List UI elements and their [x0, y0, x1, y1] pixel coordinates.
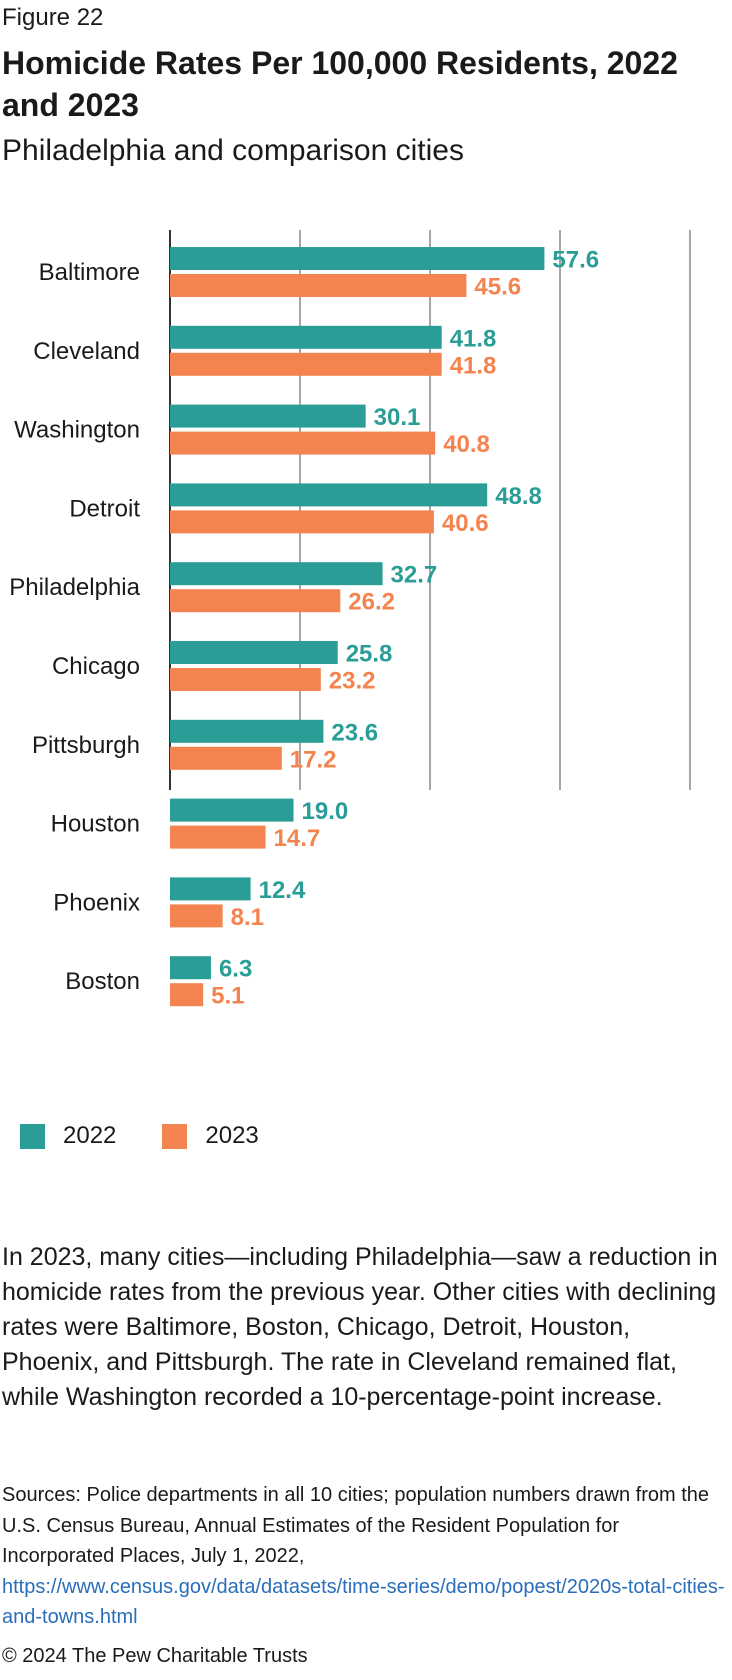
category-label-pittsburgh: Pittsburgh	[32, 732, 140, 759]
chart-subtitle: Philadelphia and comparison cities	[2, 134, 464, 167]
sources-note: Sources: Police departments in all 10 ci…	[2, 1480, 730, 1633]
category-label-washington: Washington	[14, 417, 140, 444]
data-label-cleveland-2022: 41.8	[450, 325, 497, 352]
bar-baltimore-2022	[170, 247, 545, 270]
data-label-chicago-2023: 23.2	[329, 668, 376, 695]
category-label-chicago: Chicago	[52, 653, 140, 680]
bar-washington-2023	[170, 431, 436, 455]
bar-detroit-2023	[170, 510, 434, 534]
bar-detroit-2022	[170, 483, 488, 507]
category-label-houston: Houston	[51, 811, 140, 838]
category-label-cleveland: Cleveland	[33, 338, 140, 365]
category-label-phoenix: Phoenix	[53, 889, 140, 916]
bar-chicago-2023	[170, 668, 321, 691]
bar-chicago-2022	[170, 641, 338, 664]
category-label-baltimore: Baltimore	[39, 259, 140, 286]
legend-item-2022: 2022	[20, 1122, 116, 1150]
category-label-detroit: Detroit	[69, 495, 140, 522]
data-label-washington-2022: 30.1	[374, 404, 421, 431]
bar-chart: 020406080Baltimore57.645.6Cleveland41.84…	[9, 230, 691, 1010]
bar-baltimore-2023	[170, 274, 467, 297]
body-text: In 2023, many cities—including Philadelp…	[2, 1243, 718, 1411]
data-label-boston-2022: 6.3	[219, 956, 252, 983]
legend-label-2023: 2023	[205, 1122, 259, 1149]
data-label-cleveland-2023: 41.8	[450, 352, 497, 379]
data-label-philadelphia-2023: 26.2	[348, 589, 395, 616]
legend-item-2023: 2023	[162, 1122, 259, 1150]
data-label-chicago-2022: 25.8	[346, 641, 393, 668]
bar-philadelphia-2023	[170, 589, 341, 613]
data-label-phoenix-2023: 8.1	[231, 904, 264, 931]
data-label-houston-2023: 14.7	[274, 825, 321, 852]
category-label-philadelphia: Philadelphia	[9, 574, 140, 601]
data-label-baltimore-2023: 45.6	[474, 274, 521, 301]
bar-pittsburgh-2023	[170, 746, 282, 770]
category-label-boston: Boston	[65, 968, 140, 995]
data-label-detroit-2022: 48.8	[495, 483, 542, 510]
bar-houston-2023	[170, 825, 266, 849]
bar-cleveland-2022	[170, 325, 442, 349]
census-link[interactable]: https://www.census.gov/data/datasets/tim…	[2, 1575, 725, 1629]
data-label-pittsburgh-2022: 23.6	[331, 719, 378, 746]
bar-phoenix-2023	[170, 904, 223, 928]
chart-title: Homicide Rates Per 100,000 Residents, 20…	[2, 45, 678, 123]
legend-swatch-2023	[162, 1123, 188, 1149]
data-label-philadelphia-2022: 32.7	[391, 562, 438, 589]
bar-phoenix-2022	[170, 877, 251, 901]
data-label-houston-2022: 19.0	[302, 798, 349, 825]
copyright: © 2024 The Pew Charitable Trusts	[2, 1645, 308, 1667]
bar-pittsburgh-2022	[170, 719, 324, 743]
data-label-washington-2023: 40.8	[443, 431, 490, 458]
bar-cleveland-2023	[170, 352, 442, 376]
legend-label-2022: 2022	[63, 1122, 117, 1149]
figure-label: Figure 22	[2, 4, 104, 31]
legend-swatch-2022	[20, 1123, 45, 1149]
data-label-phoenix-2022: 12.4	[259, 877, 306, 904]
bar-washington-2022	[170, 404, 366, 428]
data-label-baltimore-2022: 57.6	[552, 247, 599, 274]
bar-boston-2023	[170, 983, 204, 1007]
legend: 2022 2023	[20, 1122, 305, 1150]
bar-boston-2022	[170, 956, 211, 980]
bar-houston-2022	[170, 798, 294, 822]
data-label-detroit-2023: 40.6	[442, 510, 489, 537]
sources-text: Sources: Police departments in all 10 ci…	[2, 1484, 710, 1567]
data-label-boston-2023: 5.1	[211, 983, 244, 1010]
bar-philadelphia-2022	[170, 562, 383, 586]
data-label-pittsburgh-2023: 17.2	[290, 746, 337, 773]
